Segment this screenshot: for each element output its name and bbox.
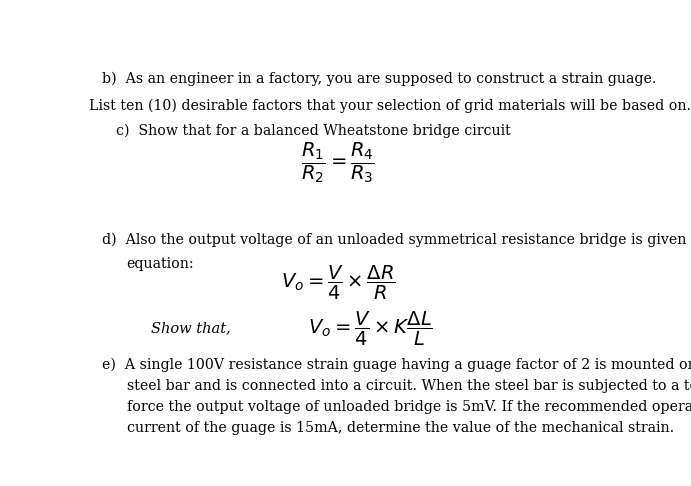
- Text: current of the guage is 15mA, determine the value of the mechanical strain.: current of the guage is 15mA, determine …: [126, 421, 674, 435]
- Text: d)  Also the output voltage of an unloaded symmetrical resistance bridge is give: d) Also the output voltage of an unloade…: [102, 232, 691, 247]
- Text: steel bar and is connected into a circuit. When the steel bar is subjected to a : steel bar and is connected into a circui…: [126, 379, 691, 393]
- Text: e)  A single 100V resistance strain guage having a guage factor of 2 is mounted : e) A single 100V resistance strain guage…: [102, 358, 691, 372]
- Text: $\dfrac{R_1}{R_2} = \dfrac{R_4}{R_3}$: $\dfrac{R_1}{R_2} = \dfrac{R_4}{R_3}$: [301, 141, 375, 186]
- Text: c)  Show that for a balanced Wheatstone bridge circuit: c) Show that for a balanced Wheatstone b…: [116, 124, 511, 138]
- Text: b)  As an engineer in a factory, you are supposed to construct a strain guage.: b) As an engineer in a factory, you are …: [102, 71, 657, 86]
- Text: Show that,: Show that,: [151, 322, 231, 335]
- Text: $V_o = \dfrac{V}{4} \times K\dfrac{\Delta L}{L}$: $V_o = \dfrac{V}{4} \times K\dfrac{\Delt…: [307, 310, 433, 347]
- Text: $V_o = \dfrac{V}{4} \times \dfrac{\Delta R}{R}$: $V_o = \dfrac{V}{4} \times \dfrac{\Delta…: [281, 264, 395, 302]
- Text: equation:: equation:: [126, 257, 194, 271]
- Text: List ten (10) desirable factors that your selection of grid materials will be ba: List ten (10) desirable factors that you…: [89, 98, 691, 113]
- Text: force the output voltage of unloaded bridge is 5mV. If the recommended operating: force the output voltage of unloaded bri…: [126, 400, 691, 415]
